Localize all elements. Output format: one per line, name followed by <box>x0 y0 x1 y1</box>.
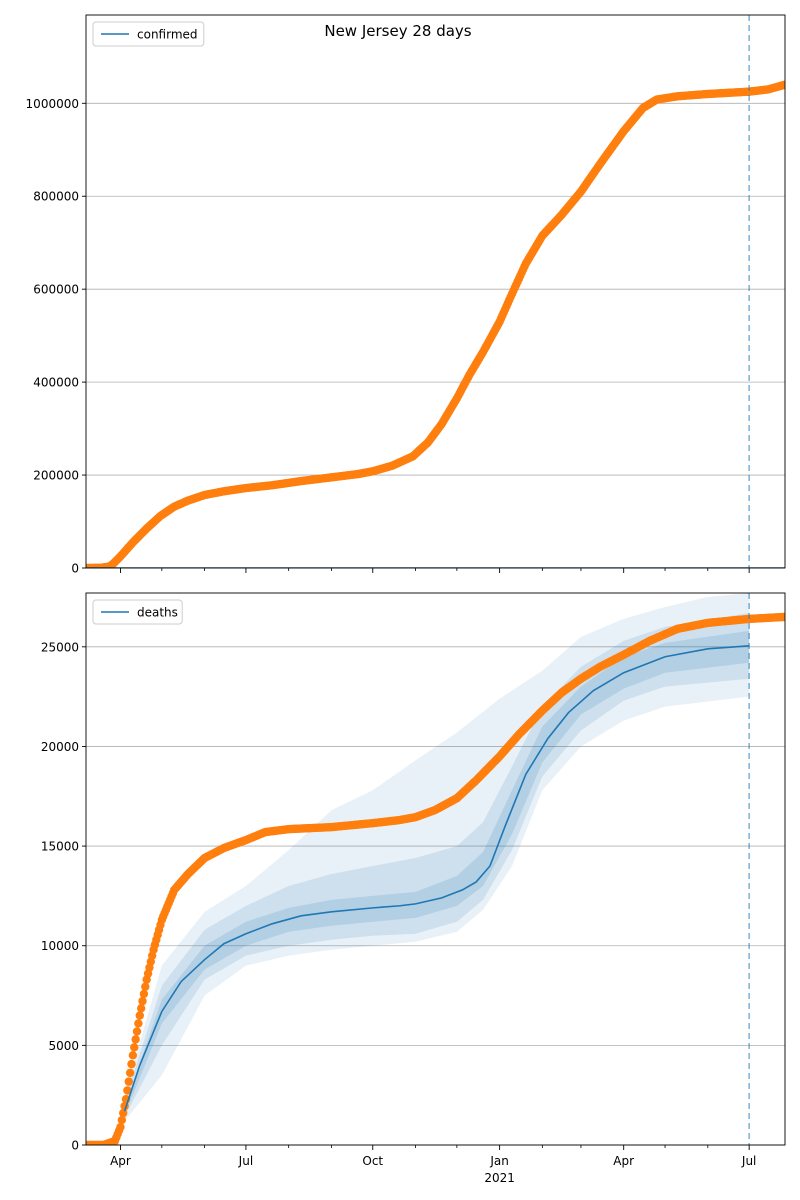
x-tick-label: Jan <box>489 1154 509 1168</box>
uncertainty-band-outer <box>124 593 750 1122</box>
observed-point <box>780 80 785 89</box>
y-tick-label: 10000 <box>41 939 79 953</box>
legend-label: confirmed <box>137 28 198 42</box>
observed-markers <box>86 80 785 568</box>
observed-point <box>127 1059 136 1069</box>
x-tick-label: Jul <box>741 1154 756 1168</box>
plot-area <box>86 80 785 568</box>
x-year-label: 2021 <box>484 1171 515 1185</box>
figure-title: New Jersey 28 days <box>324 22 471 40</box>
legend: deaths <box>92 599 183 625</box>
y-tick-label: 800000 <box>33 190 79 204</box>
observed-point <box>139 989 149 999</box>
axes-frame <box>85 592 786 1146</box>
y-tick-label: 0 <box>71 1139 79 1153</box>
observed-point <box>123 1086 132 1095</box>
y-tick-label: 15000 <box>41 840 79 854</box>
observed-point <box>125 1068 135 1078</box>
observed-markers <box>86 612 785 1145</box>
observed-point <box>134 1019 143 1028</box>
observed-point <box>119 1108 128 1118</box>
axes-frame <box>85 14 786 569</box>
y-tick-label: 5000 <box>48 1039 79 1053</box>
x-tick-label: Oct <box>362 1154 383 1168</box>
legend-label: deaths <box>137 606 178 620</box>
x-tick-label: Apr <box>613 1154 634 1168</box>
x-tick-label: Jul <box>238 1154 253 1168</box>
y-tick-label: 20000 <box>41 740 79 754</box>
y-tick-label: 600000 <box>33 283 79 297</box>
plot-area <box>86 593 785 1145</box>
y-tick-label: 200000 <box>33 469 79 483</box>
y-tick-label: 1000000 <box>26 97 79 111</box>
confirmed-panel: 0 200000 400000 600000 800000 1000000 confirme… <box>26 14 786 576</box>
model-line-deaths <box>123 645 750 1112</box>
observed-point <box>128 1051 138 1060</box>
observed-point <box>124 1077 133 1086</box>
observed-point <box>136 1004 146 1013</box>
observed-point <box>138 996 147 1006</box>
observed-point <box>117 1115 127 1125</box>
legend: confirmed <box>92 21 205 47</box>
y-tick-label: 400000 <box>33 376 79 390</box>
uncertainty-band-middle <box>124 612 750 1118</box>
observed-point <box>141 982 150 991</box>
y-tick-label: 0 <box>71 562 79 576</box>
y-tick-label: 25000 <box>41 640 79 654</box>
observed-point <box>116 1122 125 1132</box>
deaths-panel: 0 5000 10000 15000 20000 25000 Apr Jul Oct Jan Apr… <box>41 592 786 1185</box>
observed-point <box>780 612 785 622</box>
observed-point <box>132 1027 142 1036</box>
legend-box <box>92 21 205 47</box>
observed-point <box>131 1035 140 1044</box>
observed-point <box>130 1043 139 1052</box>
observed-point <box>135 1011 144 1020</box>
legend-box <box>92 599 183 625</box>
x-tick-label: Apr <box>110 1154 131 1168</box>
